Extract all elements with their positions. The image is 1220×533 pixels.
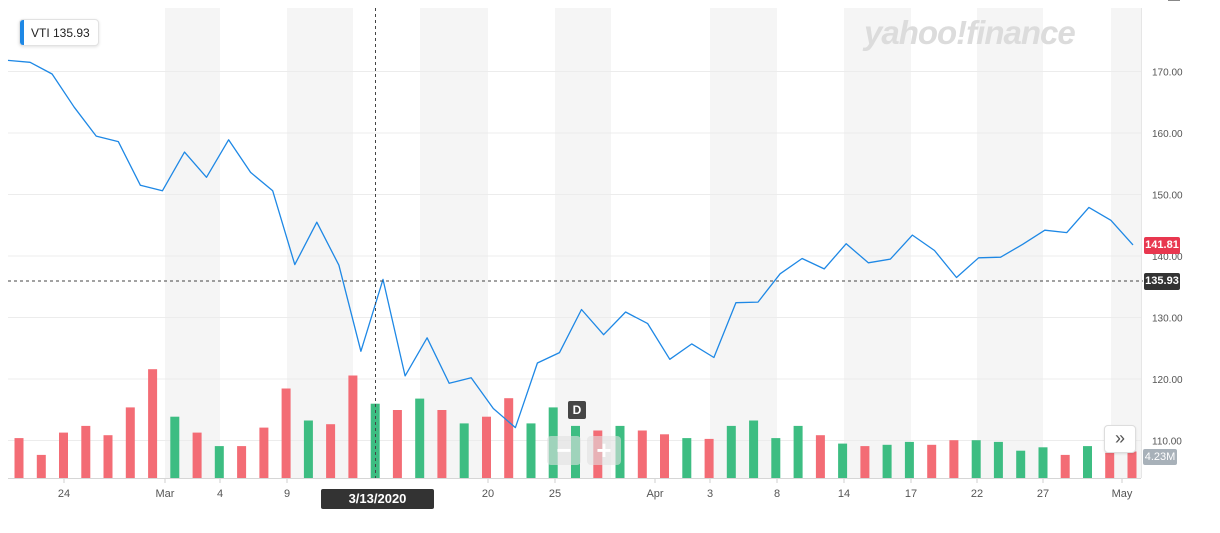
y-tick-label: 170.00	[1152, 68, 1183, 79]
volume-bar	[838, 443, 848, 478]
week-band	[165, 8, 220, 478]
volume-bar	[637, 430, 647, 478]
legend-label: VTI 135.93	[31, 25, 90, 40]
volume-bar	[1038, 447, 1048, 478]
ticker-legend[interactable]: VTI 135.93	[19, 19, 99, 46]
week-band	[844, 8, 911, 478]
x-tick-label: 27	[1037, 488, 1049, 500]
volume-bar	[1127, 451, 1137, 478]
zoom-in-button[interactable]: +	[587, 436, 621, 465]
week-band	[555, 8, 611, 478]
volume-bar	[59, 432, 68, 478]
x-tick-label: Apr	[646, 488, 663, 500]
volume-bar	[303, 420, 313, 478]
volume-bar	[326, 424, 336, 478]
y-tick-label: 150.00	[1152, 191, 1183, 202]
volume-bar	[660, 434, 669, 478]
volume-bar	[726, 425, 736, 478]
volume-bar	[749, 420, 759, 478]
volume-bar	[482, 416, 491, 478]
volume-bar	[927, 444, 937, 478]
x-tick-label: 20	[482, 488, 494, 500]
period-badge[interactable]: D	[568, 401, 586, 419]
volume-bar	[415, 398, 425, 478]
yahoo-finance-logo: yahoo!finance	[864, 14, 1076, 51]
volume-bar	[14, 438, 24, 478]
x-tick-label: 9	[284, 488, 290, 500]
volume-bar	[192, 432, 202, 478]
legend-swatch	[20, 20, 24, 45]
volume-bar	[214, 446, 224, 478]
volume-bar	[949, 440, 959, 478]
x-tick-label: 25	[549, 488, 561, 500]
x-tick-label: 17	[905, 488, 917, 500]
week-band	[977, 8, 1043, 478]
volume-bar	[815, 435, 825, 478]
price-line-layer	[7, 59, 1134, 429]
volume-bar	[971, 440, 981, 478]
x-tick-label: May	[1112, 488, 1133, 500]
volume-bar	[1083, 446, 1092, 478]
x-tick-label: 24	[58, 488, 70, 500]
x-axis: 24 Mar 4 9 20 25 Apr 3 8 14 17 22 27 May	[58, 479, 1133, 500]
week-band	[287, 8, 353, 478]
y-tick-label: 130.00	[1152, 314, 1183, 325]
x-tick-label: 3	[707, 488, 713, 500]
volume-bar	[704, 438, 714, 478]
x-tick-label: 8	[774, 488, 780, 500]
volume-bar	[392, 410, 402, 478]
top-dash-mark	[1168, 0, 1180, 1]
volume-bar	[81, 425, 91, 478]
volume-bar	[1060, 454, 1070, 478]
volume-bar	[526, 423, 536, 478]
week-band	[420, 8, 488, 478]
y-tick-label: 110.00	[1152, 437, 1182, 448]
week-band	[710, 8, 777, 478]
weekly-bands	[165, 8, 1141, 478]
volume-bar	[860, 446, 870, 478]
volume-bar	[459, 423, 469, 478]
volume-bar	[348, 375, 358, 478]
volume-bar	[103, 435, 113, 478]
volume-bar	[771, 438, 781, 478]
y-tick-label: 120.00	[1152, 375, 1183, 386]
x-tick-label: 4	[217, 488, 223, 500]
zoom-out-button[interactable]: −	[547, 436, 581, 465]
volume-bar	[882, 444, 892, 478]
week-band	[1111, 8, 1141, 478]
price-line	[7, 59, 1134, 429]
volume-bar	[437, 410, 447, 478]
volume-bar	[148, 369, 158, 478]
y-tick-label: 160.00	[1152, 129, 1183, 140]
current-price-tag: 141.81	[1144, 237, 1180, 254]
y-axis: 170.00 160.00 150.00 140.00 130.00 120.00 110.…	[1152, 68, 1183, 448]
x-tick-label: Mar	[156, 488, 175, 500]
volume-bar	[682, 438, 692, 478]
volume-bar	[170, 416, 180, 478]
x-tick-label: 22	[971, 488, 983, 500]
volume-bar	[504, 398, 514, 478]
volume-bar	[793, 425, 803, 478]
y-tick-label: 140.00	[1152, 252, 1183, 263]
x-tick-label: 14	[838, 488, 850, 500]
expand-chevron-icon[interactable]: »	[1104, 425, 1136, 453]
volume-bar	[125, 407, 135, 478]
volume-tag: 4.23M	[1143, 449, 1177, 465]
volume-bar	[993, 441, 1003, 478]
volume-bar	[36, 454, 46, 478]
crosshair-date-tag: 3/13/2020	[321, 489, 434, 509]
volume-bar	[904, 441, 914, 478]
volume-bar	[237, 446, 247, 478]
crosshair	[8, 8, 1143, 478]
volume-bar	[281, 388, 291, 478]
volume-bar	[1016, 450, 1026, 478]
crosshair-price-tag: 135.93	[1144, 273, 1180, 290]
volume-bar	[259, 427, 269, 478]
volume-bar	[1105, 452, 1115, 478]
